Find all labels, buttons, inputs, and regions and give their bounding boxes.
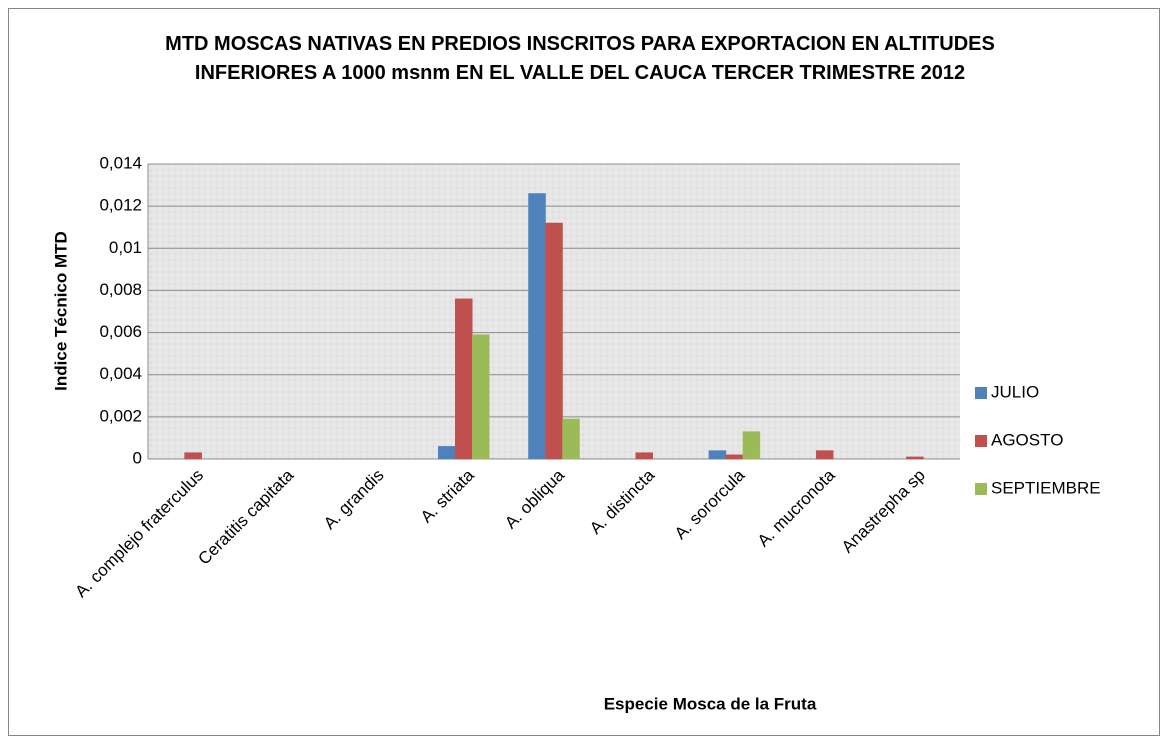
legend-label: SEPTIEMBRE	[991, 478, 1101, 497]
x-axis-title: Especie Mosca de la Fruta	[604, 694, 817, 713]
y-tick-label: 0	[133, 448, 142, 467]
y-tick-label: 0,008	[99, 280, 142, 299]
bar	[635, 452, 653, 460]
legend-label: JULIO	[991, 382, 1039, 401]
bar	[438, 446, 456, 460]
legend-label: AGOSTO	[991, 430, 1063, 449]
y-tick-label: 0,012	[99, 196, 142, 215]
bar	[562, 418, 580, 460]
bar	[184, 452, 202, 460]
bar	[906, 456, 924, 460]
y-tick-label: 0,004	[99, 364, 142, 383]
y-axis-title: Indice Técnico MTD	[51, 231, 70, 391]
legend-swatch	[975, 387, 987, 399]
bar	[455, 298, 473, 460]
legend-swatch	[975, 435, 987, 447]
chart-title: MTD MOSCAS NATIVAS EN PREDIOS INSCRITOS …	[165, 33, 995, 84]
y-tick-label: 0,01	[109, 238, 142, 257]
bar	[725, 454, 744, 460]
bar	[472, 334, 490, 460]
bar	[545, 222, 563, 460]
y-tick-label: 0,002	[99, 406, 142, 425]
y-tick-label: 0,006	[99, 322, 142, 341]
bar	[815, 450, 834, 460]
legend-swatch	[975, 483, 987, 495]
bar	[528, 193, 546, 460]
y-tick-label: 0,014	[99, 153, 142, 172]
bar	[708, 450, 727, 460]
bar	[742, 431, 761, 460]
